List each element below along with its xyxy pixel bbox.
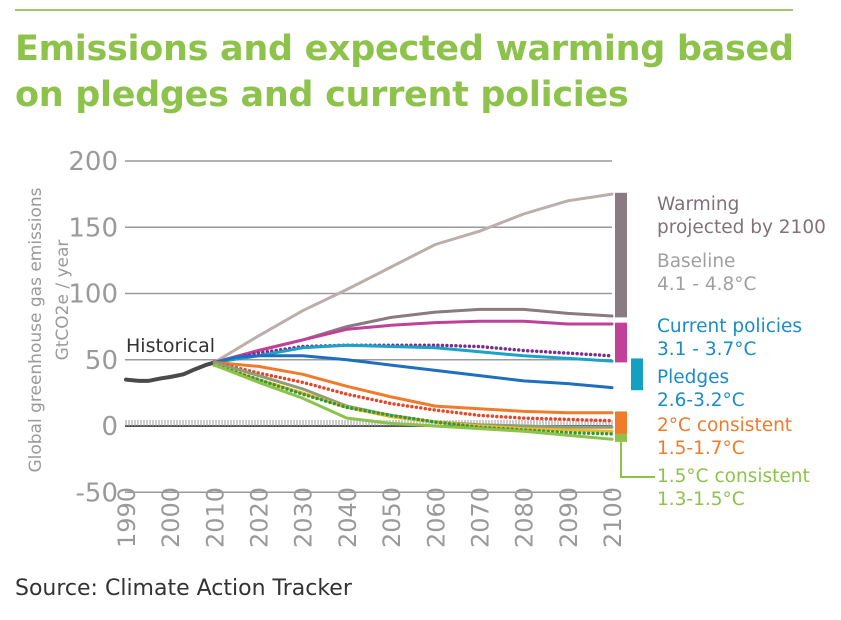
warming-bar-pledges xyxy=(631,358,643,391)
x-tick-label: 2080 xyxy=(511,487,539,548)
series-line-pledges xyxy=(212,343,614,364)
legend-range: 4.1 - 4.8°C xyxy=(657,274,757,295)
legend-label: Baseline xyxy=(657,251,736,272)
series-line-1-5-c-consistent-lower xyxy=(212,363,614,441)
legend-heading: Warming projected by 2100 xyxy=(657,193,826,239)
title-line-2: on pledges and current policies xyxy=(15,75,629,115)
series-line-pledges-upper xyxy=(212,343,614,365)
x-tick-label: 2070 xyxy=(466,487,494,548)
chart-title: Emissions and expected warming based on … xyxy=(15,26,794,118)
x-tick-label: 2000 xyxy=(157,487,185,548)
warming-bar-current-policies xyxy=(615,322,627,363)
series-line-historical xyxy=(124,360,217,383)
warming-bar-baseline xyxy=(615,192,627,318)
warming-bar-2-c-consistent xyxy=(615,411,627,434)
y-tick-label: 50 xyxy=(85,346,118,376)
x-tick-label: 2040 xyxy=(334,487,362,548)
legend-range: 3.1 - 3.7°C xyxy=(657,339,757,360)
x-tick-label: 2100 xyxy=(599,487,627,548)
warming-bar-1-5-c-consistent xyxy=(615,433,627,442)
series-line-2-c-consistent-upper xyxy=(212,360,614,415)
legend-label: Pledges xyxy=(657,367,730,388)
y-tick-label: 100 xyxy=(68,280,118,310)
y-tick-label: 150 xyxy=(68,213,118,243)
legend-2c: 2°C consistent 1.5-1.7°C xyxy=(657,414,792,460)
legend-1-5c: 1.5°C consistent 1.3-1.5°C xyxy=(657,465,810,511)
x-tick-label: 2060 xyxy=(422,487,450,548)
historical-annotation: Historical xyxy=(126,335,215,357)
y-axis-label: Global greenhouse gas emissions xyxy=(26,187,46,472)
legend-current-policies: Current policies 3.1 - 3.7°C xyxy=(657,315,802,361)
legend-connector-line xyxy=(620,441,655,478)
legend-label: 2°C consistent xyxy=(657,415,793,436)
y-tick-label: 200 xyxy=(68,147,118,177)
x-tick-label: 2050 xyxy=(378,487,406,548)
x-tick-label: 2010 xyxy=(201,487,229,548)
x-tick-label: 2030 xyxy=(290,487,318,548)
series-line-current-policies xyxy=(212,319,614,364)
legend-range: 2.6-3.2°C xyxy=(657,390,745,411)
legend-range: 1.5-1.7°C xyxy=(657,438,745,459)
legend-label: Current policies xyxy=(657,316,803,337)
source-note: Source: Climate Action Tracker xyxy=(15,576,352,601)
legend-pledges: Pledges 2.6-3.2°C xyxy=(657,366,745,412)
legend-heading-line-1: Warming xyxy=(657,194,740,215)
series-line-2-c-consistent xyxy=(212,360,614,423)
legend-heading-line-2: projected by 2100 xyxy=(657,217,826,238)
x-tick-label: 2090 xyxy=(555,487,583,548)
title-line-1: Emissions and expected warming based xyxy=(15,29,794,69)
x-tick-label: 2020 xyxy=(246,487,274,548)
legend-label: 1.5°C consistent xyxy=(657,466,810,487)
series-line-1-5-c-consistent xyxy=(212,363,614,436)
x-tick-label: 1990 xyxy=(113,487,141,548)
top-rule xyxy=(15,9,793,11)
series-line-baseline xyxy=(212,192,614,364)
series-line-pledges-lower xyxy=(212,354,614,390)
y-tick-label: 0 xyxy=(101,412,118,442)
y-tick-label: -50 xyxy=(76,478,118,508)
y-axis-label-units: GtCO2e / year xyxy=(53,240,73,361)
legend-range: 1.3-1.5°C xyxy=(657,489,745,510)
legend-baseline: Baseline 4.1 - 4.8°C xyxy=(657,250,756,296)
